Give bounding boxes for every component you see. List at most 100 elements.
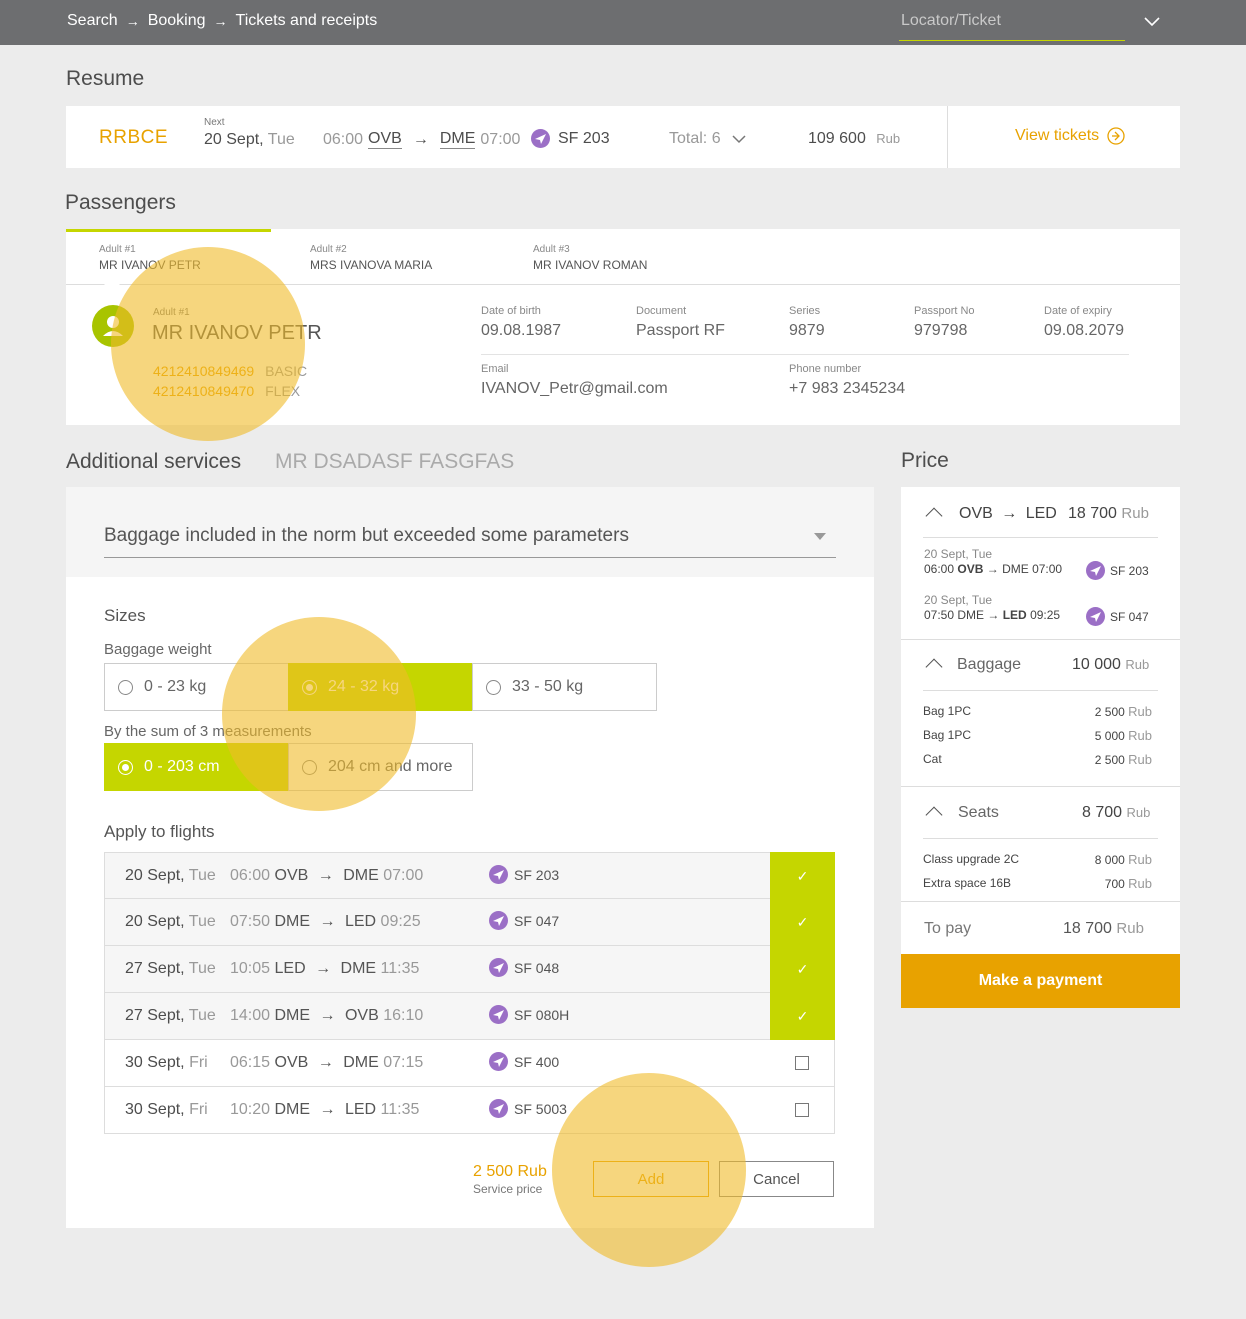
passengers-title: Passengers: [65, 191, 176, 214]
field-label: Series: [789, 305, 821, 317]
checkbox-checked[interactable]: ✓: [770, 992, 835, 1040]
divider: [947, 106, 948, 168]
field-label: Date of birth: [481, 305, 541, 317]
checkbox-unchecked[interactable]: [795, 1056, 809, 1070]
measure-option-0[interactable]: 0 - 203 cm: [104, 743, 289, 791]
seats-list: Class upgrade 2C 8 000 Rub Extra space 16…: [923, 852, 1152, 900]
locator-input[interactable]: Locator/Ticket: [899, 8, 1125, 41]
price-route: OVB → LED: [959, 505, 1057, 523]
services-subtitle: MR DSADASF FASGFAS: [275, 450, 515, 473]
ticket-row-2: 4212410849470 FLEX: [153, 383, 300, 399]
checkbox-unchecked[interactable]: [795, 1103, 809, 1117]
arrow-circle-right-icon: [1107, 127, 1125, 145]
radio-icon: [302, 679, 317, 695]
field-value: IVANOV_Petr@gmail.com: [481, 380, 668, 397]
checkbox-checked[interactable]: ✓: [770, 898, 835, 946]
segment-route: 07:50 DME → LED 09:25: [924, 608, 1061, 622]
view-tickets-link[interactable]: View tickets: [1015, 127, 1125, 145]
flight-number: SF 048: [514, 959, 560, 976]
tab-adult-1[interactable]: Adult #1 MR IVANOV PETR: [99, 244, 201, 272]
email-field: Email IVANOV_Petr@gmail.com: [481, 363, 668, 398]
arrow-right-icon: →: [1001, 505, 1018, 522]
baggage-list: Bag 1PC 2 500 Rub Bag 1PC 5 000 Rub Cat 2 5…: [923, 704, 1152, 776]
tab-adult-3[interactable]: Adult #3 MR IVANOV ROMAN: [533, 244, 647, 272]
resume-date: 20 Sept, Tue: [204, 131, 295, 149]
cancel-button[interactable]: Cancel: [719, 1161, 834, 1197]
expiry-field: Date of expiry 09.08.2079: [1044, 305, 1124, 340]
from-code: OVB: [957, 562, 984, 576]
flight-row[interactable]: 30 Sept, Fri 10:20 DME → LED 11:35 SF 50…: [104, 1087, 835, 1134]
tab-label: Adult #1: [99, 244, 136, 255]
chevron-down-icon: [732, 135, 746, 144]
checkbox-checked[interactable]: ✓: [770, 945, 835, 993]
day-text: Tue: [267, 131, 295, 148]
field-value: +7 983 2345234: [789, 380, 906, 397]
divider: [901, 901, 1180, 902]
checkbox-checked[interactable]: ✓: [770, 852, 835, 900]
breadcrumb-booking[interactable]: Booking: [147, 12, 206, 29]
field-value: 979798: [914, 322, 968, 339]
radio-icon: [302, 759, 317, 775]
document-field: Document Passport RF: [636, 305, 725, 340]
total-dropdown[interactable]: Total: 6: [669, 130, 747, 148]
weight-option-0[interactable]: 0 - 23 kg: [104, 663, 289, 711]
dep-time: 07:50: [924, 608, 955, 622]
divider: [923, 838, 1158, 839]
currency: Rub: [1121, 505, 1149, 522]
airline-logo-icon: [1086, 561, 1105, 580]
caret-down-icon: [814, 533, 826, 540]
pax-detail-label: Adult #1: [153, 307, 190, 318]
to-pay-amount: 18 700 Rub: [1063, 920, 1144, 938]
measure-option-1[interactable]: 204 cm and more: [288, 743, 473, 791]
option-label: 0 - 23 kg: [144, 678, 207, 695]
service-price: 2 500 Rub: [473, 1163, 547, 1180]
option-label: 0 - 203 cm: [144, 758, 220, 775]
top-bar: [0, 0, 1246, 45]
currency: Rub: [1125, 657, 1150, 672]
to-code: DME: [343, 1054, 379, 1071]
flight-row[interactable]: 27 Sept, Tue 10:05 LED → DME 11:35 SF 04…: [104, 945, 835, 993]
list-item: Class upgrade 2C 8 000 Rub: [923, 852, 1152, 876]
currency: Rub: [1128, 876, 1152, 891]
flight-row[interactable]: 20 Sept, Tue 06:00 OVB → DME 07:00 SF 20…: [104, 852, 835, 900]
fare-type: BASIC: [265, 363, 308, 379]
currency: Rub: [1128, 704, 1152, 719]
service-type-select[interactable]: Baggage included in the norm but exceede…: [104, 520, 836, 558]
flight-day: Fri: [189, 1054, 208, 1071]
dep-time: 10:20: [230, 1101, 271, 1118]
flight-number: SF 047: [514, 912, 560, 929]
breadcrumb-search[interactable]: Search: [67, 12, 118, 29]
make-payment-button[interactable]: Make a payment: [901, 954, 1180, 1008]
baggage-label: Baggage: [957, 656, 1022, 673]
chevron-down-icon[interactable]: [1143, 12, 1161, 30]
currency: Rub: [1128, 752, 1152, 767]
airline-logo-icon: [531, 129, 550, 148]
radio-icon: [118, 759, 133, 775]
arr-time: 16:10: [383, 1007, 424, 1024]
add-button[interactable]: Add: [593, 1161, 709, 1197]
dob-field: Date of birth 09.08.1987: [481, 305, 561, 340]
airline-logo-icon: [489, 865, 508, 884]
ticket-number[interactable]: 4212410849470: [153, 383, 255, 399]
from-code: DME: [274, 1007, 311, 1024]
resume-amount: 109 600 Rub: [808, 130, 900, 148]
flight-row[interactable]: 27 Sept, Tue 14:00 DME → OVB 16:10 SF 08…: [104, 992, 835, 1040]
flight-row[interactable]: 20 Sept, Tue 07:50 DME → LED 09:25 SF 04…: [104, 898, 835, 946]
tab-adult-2[interactable]: Adult #2 MRS IVANOVA MARIA: [310, 244, 432, 272]
weight-option-1[interactable]: 24 - 32 kg: [288, 663, 473, 711]
flight-number: SF 5003: [514, 1100, 567, 1117]
seats-label: Seats: [958, 804, 999, 821]
segment-date: 20 Sept, Tue: [924, 547, 993, 561]
airline-logo-icon: [489, 911, 508, 930]
breadcrumb-tickets[interactable]: Tickets and receipts: [235, 12, 378, 29]
currency: Rub: [1128, 852, 1152, 867]
select-value: Baggage included in the norm but exceede…: [104, 525, 629, 546]
ticket-number[interactable]: 4212410849469: [153, 363, 255, 379]
seats-total: 8 700 Rub: [1082, 804, 1150, 822]
list-item: Extra space 16B 700 Rub: [923, 876, 1152, 900]
field-value: 09.08.2079: [1044, 322, 1125, 339]
apply-title: Apply to flights: [104, 822, 215, 841]
flight-day: Tue: [188, 913, 216, 930]
flight-row[interactable]: 30 Sept, Fri 06:15 OVB → DME 07:15 SF 40…: [104, 1040, 835, 1087]
weight-option-2[interactable]: 33 - 50 kg: [472, 663, 657, 711]
